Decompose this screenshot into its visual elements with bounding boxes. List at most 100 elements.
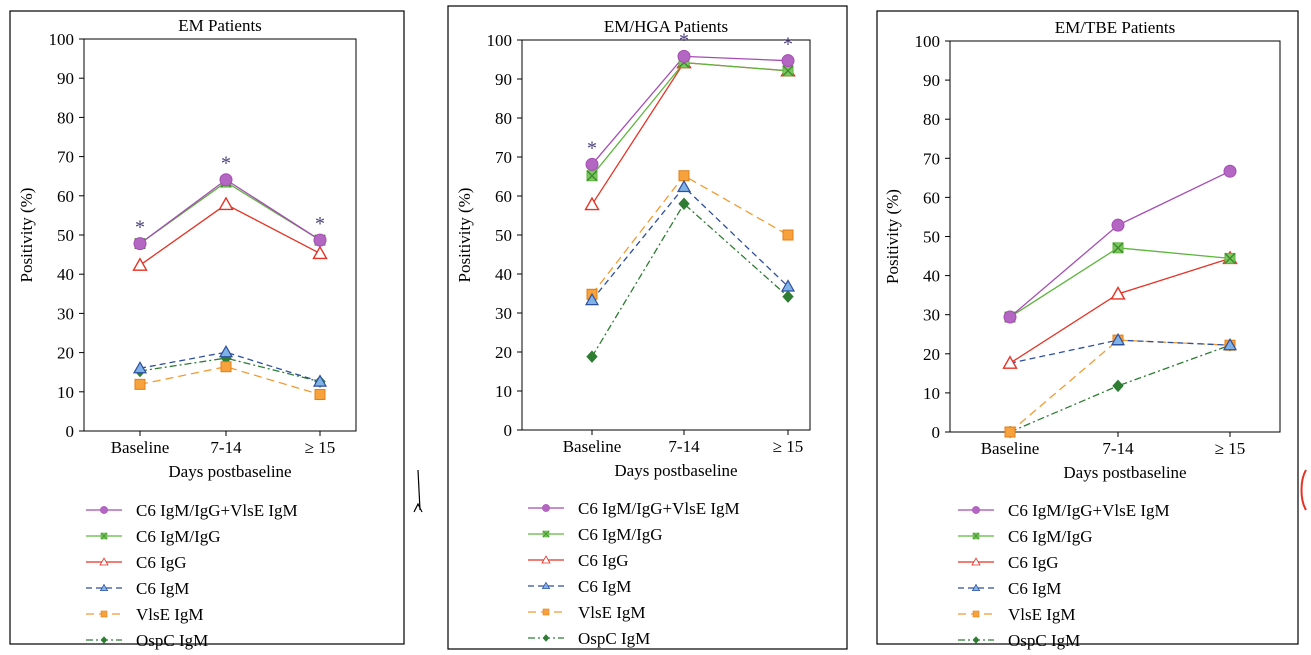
legend-item-c6_igm_igg: C6 IgM/IgG	[528, 525, 663, 544]
series-line-c6_igm	[591, 186, 789, 301]
legend-marker	[971, 557, 981, 566]
y-tick-label: 80	[923, 110, 940, 129]
plot-area	[949, 40, 1281, 433]
significance-asterisk: *	[679, 29, 689, 51]
panel-frame	[447, 5, 848, 650]
data-point-c6_igm	[1110, 332, 1126, 346]
data-point-c6_igm	[312, 374, 328, 387]
legend-item-c6_igg: C6 IgG	[528, 551, 629, 570]
significance-asterisk: *	[315, 213, 325, 235]
y-tick-label: 0	[932, 423, 941, 442]
y-tick-label: 100	[915, 32, 941, 51]
y-tick-label: 80	[57, 108, 74, 127]
legend-marker	[972, 636, 980, 644]
legend-item-c6_igm: C6 IgM	[528, 577, 631, 596]
y-tick-label: 20	[57, 344, 74, 363]
data-point-vlse_igm	[220, 361, 232, 373]
data-point-vlse_igm	[782, 229, 794, 241]
legend-marker	[100, 506, 108, 514]
data-point-c6_igm	[132, 361, 148, 374]
data-point-c6_igg	[312, 245, 328, 260]
legend-marker	[972, 506, 980, 514]
legend-marker	[542, 530, 550, 538]
y-tick-label: 10	[923, 384, 940, 403]
legend-item-c6_igg: C6 IgG	[958, 553, 1059, 572]
y-tick-label: 70	[57, 148, 74, 167]
legend-item-vlse_igm: VlsE IgM	[958, 605, 1076, 624]
y-tick-label: 60	[495, 187, 512, 206]
legend-item-c6_igm_igg: C6 IgM/IgG	[86, 527, 221, 546]
legend-marker	[541, 555, 551, 564]
x-tick-label: Baseline	[563, 437, 622, 456]
data-point-ospc_igm	[1112, 379, 1124, 393]
y-axis-label: Positivity (%)	[883, 189, 902, 284]
y-tick-label: 30	[923, 306, 940, 325]
y-tick-label: 60	[923, 188, 940, 207]
legend: C6 IgM/IgG+VlsE IgM C6 IgM/IgG C6 IgG C6 Ig…	[86, 501, 298, 650]
legend-marker	[542, 608, 550, 616]
series-line-ospc_igm	[1009, 344, 1231, 433]
data-point-ospc_igm	[678, 197, 690, 211]
y-tick-label: 40	[57, 265, 74, 284]
y-tick-label: 30	[495, 304, 512, 323]
x-tick-label: 7-14	[668, 437, 700, 456]
data-point-c6_igm	[1222, 337, 1238, 351]
legend-label: VlsE IgM	[1008, 605, 1076, 624]
plot-area	[521, 39, 811, 431]
data-point-c6_igm_igg_vlse	[781, 54, 795, 68]
data-point-ospc_igm	[782, 290, 794, 303]
data-point-c6_igm_igg	[1112, 242, 1124, 254]
data-point-c6_igg	[132, 257, 148, 271]
legend-item-c6_igg: C6 IgG	[86, 553, 187, 572]
legend-label: C6 IgM/IgG	[578, 525, 663, 544]
x-tick-label: Baseline	[111, 438, 170, 457]
legend-label: C6 IgM/IgG	[1008, 527, 1093, 546]
x-tick-label: 7-14	[210, 438, 242, 457]
data-point-vlse_igm	[678, 170, 690, 182]
legend-label: C6 IgG	[578, 551, 629, 570]
data-point-vlse_igm	[1004, 426, 1016, 438]
legend-item-c6_igm_igg_vlse: C6 IgM/IgG+VlsE IgM	[528, 499, 740, 518]
legend: C6 IgM/IgG+VlsE IgM C6 IgM/IgG C6 IgG C6 Ig…	[958, 501, 1170, 650]
legend-item-c6_igm_igg_vlse: C6 IgM/IgG+VlsE IgM	[958, 501, 1170, 520]
y-tick-label: 10	[57, 383, 74, 402]
y-tick-label: 90	[923, 71, 940, 90]
y-tick-label: 20	[495, 343, 512, 362]
data-point-vlse_igm	[314, 389, 326, 401]
legend-marker	[972, 610, 980, 618]
legend-label: OspC IgM	[1008, 631, 1080, 650]
legend-item-c6_igm: C6 IgM	[86, 579, 189, 598]
data-point-c6_igg	[1110, 286, 1126, 300]
y-tick-label: 70	[923, 149, 940, 168]
data-point-c6_igm_igg_vlse	[219, 173, 233, 187]
y-tick-label: 50	[57, 226, 74, 245]
y-tick-label: 10	[495, 382, 512, 401]
data-point-ospc_igm	[586, 350, 598, 363]
significance-asterisk: *	[221, 153, 231, 175]
y-tick-label: 70	[495, 148, 512, 167]
legend-label: C6 IgM/IgG+VlsE IgM	[1008, 501, 1170, 520]
legend-marker	[542, 504, 550, 512]
y-tick-label: 40	[495, 265, 512, 284]
chart-panel-2: EM/HGA Patients 0 10 20 30 40 50 60 70 80 90 100 Pos…	[447, 5, 848, 650]
data-point-c6_igm_igg_vlse	[1111, 218, 1125, 232]
legend-item-vlse_igm: VlsE IgM	[528, 603, 646, 622]
significance-asterisk: *	[783, 34, 793, 56]
data-point-c6_igm_igg	[1224, 252, 1236, 264]
edge-arrow-fragment	[413, 469, 423, 513]
series-line-c6_igm_igg_vlse	[591, 55, 789, 165]
data-point-c6_igm	[218, 344, 234, 358]
y-tick-label: 0	[504, 421, 513, 440]
edge-red-fragment	[1300, 469, 1307, 511]
data-point-c6_igm_igg_vlse	[133, 237, 147, 251]
series-line-c6_igg	[139, 203, 321, 266]
legend-marker	[99, 557, 109, 566]
data-point-c6_igm	[676, 179, 692, 193]
y-tick-label: 0	[66, 422, 75, 441]
y-tick-label: 90	[57, 69, 74, 88]
y-tick-label: 60	[57, 187, 74, 206]
series-line-vlse_igm	[139, 366, 321, 396]
y-tick-label: 100	[49, 30, 75, 49]
data-point-c6_igm_igg	[586, 170, 598, 182]
significance-asterisk: *	[587, 137, 597, 159]
